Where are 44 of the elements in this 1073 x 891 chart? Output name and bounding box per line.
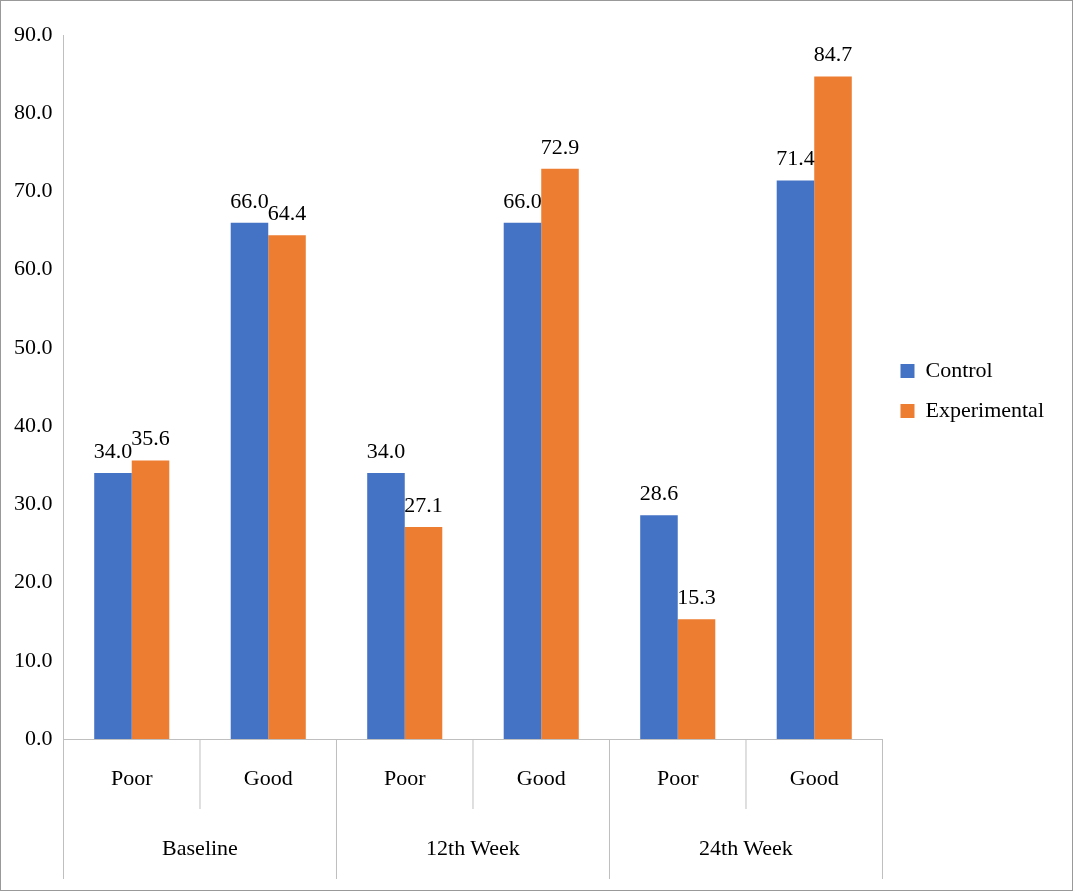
y-tick-label: 0.0 — [25, 724, 53, 750]
y-tick-label: 60.0 — [14, 255, 53, 281]
y-tick-label: 80.0 — [14, 99, 53, 124]
bar — [131, 460, 170, 739]
text: 12th Week — [426, 834, 520, 860]
x-tick-label: Poor — [656, 764, 700, 790]
y-tick-label: 10.0 — [14, 646, 53, 672]
data-label: 34.0 — [93, 437, 133, 463]
data-label: 34.0 — [366, 437, 406, 463]
legend-label: Control — [925, 356, 993, 382]
bar — [367, 473, 405, 739]
data-label: 35.6 — [131, 425, 170, 451]
y-tick-label: 50.0 — [14, 333, 53, 359]
y-tick-label: 30.0 — [14, 490, 53, 516]
x-tick-label: Good — [516, 764, 566, 790]
bar — [230, 222, 269, 739]
bar — [776, 180, 815, 739]
y-tick-label: 20.0 — [14, 568, 53, 594]
data-label: 84.7 — [813, 41, 853, 67]
data-label: 66.0 — [503, 187, 542, 213]
bar — [503, 222, 542, 739]
x-tick-label: Good — [789, 764, 839, 790]
y-tick-label: 70.0 — [14, 177, 53, 203]
bar — [640, 515, 678, 739]
data-label: 72.9 — [540, 133, 580, 159]
data-label: 28.6 — [639, 480, 679, 506]
x-tick-label: Good — [243, 764, 293, 790]
bar — [814, 76, 852, 739]
bar — [268, 235, 306, 739]
y-tick-label: 40.0 — [14, 411, 53, 437]
text: 24th Week — [699, 834, 793, 860]
data-label: 66.0 — [230, 187, 269, 213]
bar — [94, 473, 132, 739]
bar — [404, 527, 443, 739]
x-tick-label: Poor — [110, 764, 154, 790]
data-label: 15.3 — [677, 584, 716, 610]
text: Baseline — [162, 834, 238, 860]
x-tick-label: Poor — [383, 764, 427, 790]
data-label: 27.1 — [404, 491, 443, 517]
bar — [677, 619, 716, 739]
y-tick-label: 90.0 — [14, 20, 53, 46]
legend-label: Experimental — [925, 396, 1045, 422]
data-label: 64.4 — [267, 200, 307, 226]
bar — [541, 168, 579, 739]
